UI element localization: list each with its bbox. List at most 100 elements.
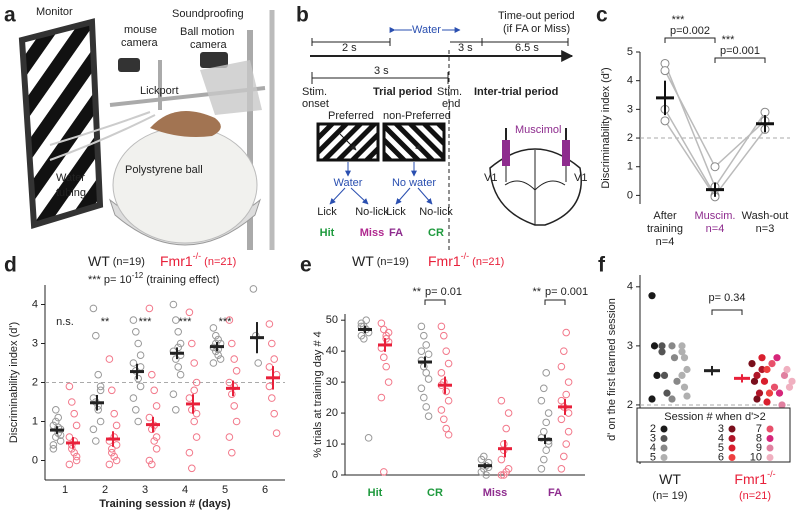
legend-entry: 4 bbox=[650, 442, 656, 454]
data-point bbox=[753, 371, 761, 380]
text-part: WT bbox=[352, 253, 374, 269]
data-point bbox=[384, 328, 393, 337]
data-point bbox=[380, 325, 388, 334]
text-part: *** bbox=[88, 274, 102, 286]
data-point bbox=[502, 424, 511, 433]
label: Lick bbox=[317, 206, 337, 218]
data-point bbox=[174, 363, 182, 371]
data-point bbox=[437, 406, 446, 414]
panel-label: c bbox=[596, 4, 608, 27]
data-point bbox=[497, 396, 506, 405]
y-tick-label: 1 bbox=[32, 415, 38, 427]
data-point bbox=[670, 354, 679, 362]
panel-label: d bbox=[4, 254, 17, 277]
text-part: p= 10 bbox=[104, 274, 132, 286]
y-tick-label: 10 bbox=[326, 438, 338, 450]
data-point bbox=[424, 350, 433, 359]
data-point bbox=[500, 440, 508, 448]
label: Muscimol bbox=[515, 124, 561, 136]
y-tick-label: 0 bbox=[32, 454, 38, 466]
label: camera bbox=[121, 37, 159, 49]
data-point bbox=[765, 389, 774, 397]
data-point bbox=[424, 412, 433, 420]
data-point bbox=[440, 415, 448, 424]
data-point bbox=[668, 342, 676, 350]
data-point bbox=[105, 460, 114, 469]
x-tick-label: FA bbox=[548, 487, 562, 499]
y-tick-label: 3 bbox=[627, 103, 633, 115]
data-point bbox=[384, 378, 393, 386]
data-point bbox=[92, 437, 100, 445]
x-tick-label: 1 bbox=[62, 484, 68, 496]
data-point bbox=[49, 441, 58, 449]
data-point bbox=[270, 409, 279, 418]
data-point bbox=[668, 395, 676, 403]
x-tick-label: (n=21) bbox=[739, 490, 771, 502]
data-point bbox=[562, 440, 571, 448]
data-point bbox=[420, 393, 428, 402]
data-point bbox=[145, 456, 154, 465]
label: Trial period bbox=[373, 86, 432, 98]
data-point bbox=[760, 377, 769, 385]
legend-swatch bbox=[660, 425, 668, 433]
individual-line bbox=[664, 70, 766, 168]
data-point bbox=[112, 421, 121, 430]
label: V1 bbox=[484, 172, 497, 184]
label: onset bbox=[302, 98, 329, 110]
y-tick-label: 4 bbox=[32, 298, 38, 310]
data-point bbox=[65, 460, 74, 469]
data-point bbox=[653, 371, 661, 380]
data-point bbox=[364, 434, 373, 442]
legend-entry: Fmr1-/- (n=21) bbox=[160, 251, 236, 268]
legend-swatch bbox=[660, 444, 668, 452]
setup-illustration: Monitor mouse camera Soundproofing Ball … bbox=[18, 6, 275, 250]
data-point bbox=[174, 328, 182, 336]
data-point bbox=[753, 395, 761, 403]
label: (if FA or Miss) bbox=[503, 23, 570, 35]
legend-swatch bbox=[766, 454, 774, 461]
data-point bbox=[660, 371, 669, 380]
data-point bbox=[504, 465, 513, 473]
data-point bbox=[444, 359, 453, 368]
y-tick-label: 3 bbox=[627, 340, 633, 352]
data-point bbox=[678, 348, 686, 356]
y-tick-label: 4 bbox=[627, 281, 633, 293]
data-point bbox=[497, 455, 506, 464]
data-point bbox=[377, 319, 386, 328]
data-point bbox=[268, 394, 276, 402]
data-point bbox=[660, 66, 670, 76]
data-point bbox=[658, 348, 666, 356]
data-point bbox=[188, 339, 196, 348]
data-point bbox=[540, 384, 548, 393]
data-point bbox=[145, 304, 154, 313]
p-value: p= 0.001 bbox=[545, 286, 588, 298]
label: Preferred bbox=[328, 110, 374, 122]
data-point bbox=[683, 365, 691, 374]
label: V1 bbox=[574, 172, 587, 184]
text-part: Fmr1 bbox=[734, 471, 767, 487]
data-point bbox=[108, 448, 116, 457]
data-point bbox=[417, 347, 426, 355]
x-tick-label: After bbox=[653, 210, 677, 222]
data-point bbox=[544, 409, 553, 417]
data-point bbox=[420, 331, 428, 340]
label: 3 s bbox=[458, 42, 473, 54]
data-point bbox=[108, 386, 116, 395]
x-tick-label: Hit bbox=[368, 487, 383, 499]
data-point bbox=[72, 456, 81, 465]
outcome-label: Hit bbox=[320, 227, 335, 239]
label: non-Preferred bbox=[383, 110, 451, 122]
data-point bbox=[557, 396, 566, 405]
data-point bbox=[437, 369, 446, 377]
data-point bbox=[190, 417, 198, 426]
data-point bbox=[172, 355, 180, 363]
text-part: (training effect) bbox=[146, 274, 219, 286]
x-tick-label: Miss bbox=[483, 487, 507, 499]
p-value: p=0.002 bbox=[670, 25, 710, 37]
label: Ball motion bbox=[180, 26, 234, 38]
data-point bbox=[680, 354, 689, 362]
legend-swatch bbox=[728, 454, 736, 461]
data-point bbox=[648, 292, 656, 300]
data-point bbox=[542, 418, 551, 427]
data-point bbox=[228, 448, 236, 457]
